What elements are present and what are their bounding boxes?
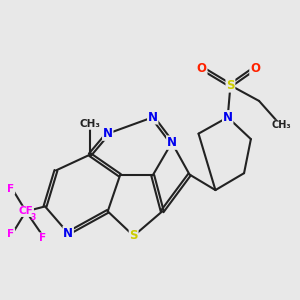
Text: O: O (197, 62, 207, 75)
Text: N: N (63, 227, 73, 240)
Text: S: S (129, 230, 138, 242)
Text: N: N (223, 111, 233, 124)
Text: S: S (226, 79, 235, 92)
Text: N: N (167, 136, 177, 149)
Text: N: N (148, 111, 158, 124)
Text: F: F (8, 229, 14, 239)
Text: CH₃: CH₃ (271, 121, 291, 130)
Text: CH₃: CH₃ (80, 119, 100, 129)
Text: F: F (39, 233, 46, 243)
Text: F: F (8, 184, 14, 194)
Text: N: N (103, 127, 113, 140)
Text: CF: CF (19, 206, 33, 216)
Text: O: O (250, 62, 260, 75)
Text: 3: 3 (31, 213, 36, 222)
